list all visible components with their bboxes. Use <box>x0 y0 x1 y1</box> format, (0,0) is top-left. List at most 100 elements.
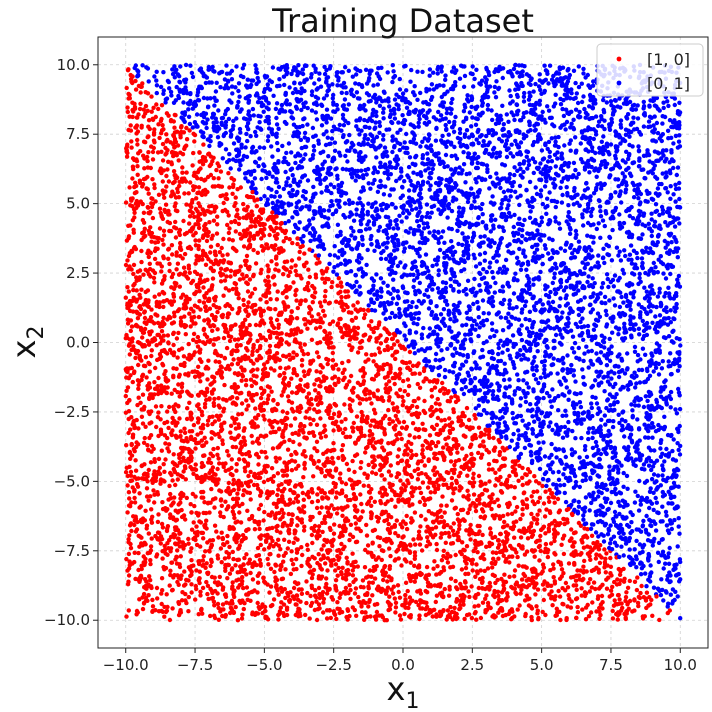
data-point-series-2 <box>678 559 683 565</box>
data-point-series-2 <box>304 77 309 82</box>
data-point-series-1 <box>228 430 233 435</box>
data-point-series-2 <box>530 427 535 432</box>
data-point-series-2 <box>668 271 673 277</box>
data-point-series-1 <box>354 613 359 618</box>
data-point-series-2 <box>434 262 439 267</box>
data-point-series-2 <box>477 261 483 266</box>
data-point-series-1 <box>299 276 304 281</box>
data-point-series-1 <box>509 511 515 516</box>
data-point-series-1 <box>486 462 492 467</box>
data-point-series-1 <box>457 606 462 612</box>
data-point-series-1 <box>489 506 494 512</box>
data-point-series-2 <box>553 92 558 98</box>
data-point-series-1 <box>363 450 368 455</box>
data-point-series-2 <box>434 304 439 309</box>
data-point-series-1 <box>224 345 230 351</box>
data-point-series-2 <box>462 267 467 272</box>
data-point-series-2 <box>471 84 476 89</box>
data-point-series-2 <box>472 76 477 82</box>
data-point-series-1 <box>178 554 183 559</box>
data-point-series-1 <box>615 577 620 582</box>
data-point-series-2 <box>672 102 677 108</box>
data-point-series-1 <box>548 568 553 573</box>
data-point-series-1 <box>448 525 453 530</box>
data-point-series-2 <box>527 122 532 128</box>
data-point-series-1 <box>187 244 192 250</box>
data-point-series-1 <box>284 354 289 359</box>
data-point-series-1 <box>274 524 279 530</box>
data-point-series-2 <box>276 184 282 190</box>
data-point-series-2 <box>501 122 506 127</box>
data-point-series-1 <box>125 109 130 115</box>
data-point-series-1 <box>229 334 234 340</box>
data-point-series-2 <box>433 357 438 363</box>
data-point-series-1 <box>175 355 180 360</box>
data-point-series-1 <box>397 366 403 372</box>
data-point-series-1 <box>266 393 271 398</box>
data-point-series-2 <box>390 79 395 85</box>
data-point-series-2 <box>634 381 639 386</box>
data-point-series-2 <box>535 242 540 247</box>
data-point-series-1 <box>458 470 463 476</box>
data-point-series-2 <box>326 208 332 213</box>
data-point-series-1 <box>236 487 241 492</box>
data-point-series-2 <box>512 392 517 397</box>
data-point-series-2 <box>471 301 476 307</box>
data-point-series-2 <box>586 365 591 370</box>
data-point-series-1 <box>149 348 154 353</box>
data-point-series-2 <box>594 512 599 518</box>
data-point-series-1 <box>234 286 239 291</box>
data-point-series-2 <box>583 495 589 500</box>
data-point-series-1 <box>314 617 320 623</box>
data-point-series-2 <box>307 218 312 223</box>
data-point-series-2 <box>158 84 164 90</box>
data-point-series-1 <box>216 535 221 540</box>
data-point-series-2 <box>315 244 321 249</box>
data-point-series-2 <box>435 193 440 198</box>
data-point-series-2 <box>515 372 520 377</box>
data-point-series-2 <box>628 243 634 248</box>
data-point-series-2 <box>430 287 435 292</box>
data-point-series-1 <box>226 230 232 236</box>
data-point-series-2 <box>546 108 552 113</box>
data-point-series-2 <box>231 141 237 146</box>
data-point-series-1 <box>563 580 569 586</box>
data-point-series-2 <box>482 250 488 256</box>
data-point-series-2 <box>415 219 420 224</box>
data-point-series-1 <box>241 201 246 207</box>
data-point-series-2 <box>403 312 408 317</box>
data-point-series-2 <box>546 477 551 483</box>
data-point-series-2 <box>279 200 284 205</box>
data-point-series-2 <box>651 260 656 266</box>
data-point-series-1 <box>400 403 405 408</box>
data-point-series-1 <box>272 569 277 575</box>
data-point-series-2 <box>518 267 524 272</box>
data-point-series-2 <box>637 332 642 337</box>
data-point-series-1 <box>361 374 366 379</box>
data-point-series-1 <box>208 250 213 255</box>
data-point-series-2 <box>404 88 409 93</box>
data-point-series-1 <box>276 617 281 622</box>
data-point-series-1 <box>279 482 284 487</box>
data-point-series-2 <box>257 96 262 101</box>
data-point-series-2 <box>438 181 443 186</box>
data-point-series-2 <box>414 153 419 159</box>
data-point-series-2 <box>433 138 439 143</box>
data-point-series-2 <box>678 616 683 621</box>
data-point-series-1 <box>313 588 318 593</box>
data-point-series-2 <box>619 463 624 468</box>
data-point-series-2 <box>503 410 508 416</box>
data-point-series-1 <box>435 564 440 569</box>
data-point-series-1 <box>416 434 422 440</box>
data-point-series-2 <box>510 399 515 404</box>
data-point-series-1 <box>132 281 137 287</box>
data-point-series-1 <box>384 327 389 333</box>
data-point-series-2 <box>660 494 666 499</box>
data-point-series-1 <box>469 615 475 621</box>
data-point-series-2 <box>363 227 369 232</box>
data-point-series-1 <box>161 333 166 338</box>
data-point-series-2 <box>357 284 362 289</box>
data-point-series-1 <box>370 593 375 598</box>
data-point-series-1 <box>258 385 264 391</box>
data-point-series-1 <box>190 369 195 374</box>
